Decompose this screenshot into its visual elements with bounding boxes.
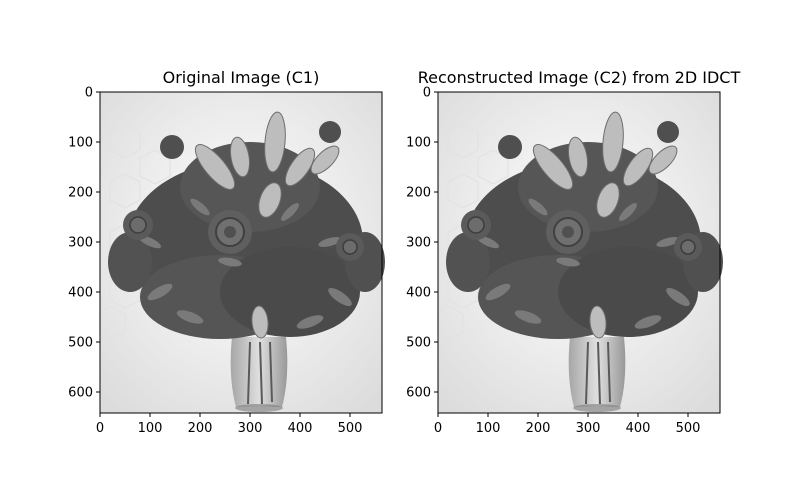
x-tick-label: 0	[96, 421, 104, 436]
left-image	[99, 91, 386, 414]
y-tick-label: 500	[68, 336, 93, 351]
x-tick-label: 400	[626, 421, 651, 436]
x-tick-label: 500	[676, 421, 701, 436]
left-axes-frame	[99, 91, 383, 414]
x-tick-label: 0	[434, 421, 442, 436]
x-tick-label: 200	[526, 421, 551, 436]
right-x-axis: 0 100 200 300 400 500	[434, 413, 701, 436]
y-tick-label: 0	[85, 86, 93, 101]
x-tick-label: 300	[238, 421, 263, 436]
y-tick-label: 600	[68, 386, 93, 401]
left-image-panel: Original Image (C1) 0 100 200 300 400 500 0 10…	[68, 68, 386, 436]
y-tick-label: 300	[68, 236, 93, 251]
y-tick-label: 300	[406, 236, 431, 251]
y-tick-label: 600	[406, 386, 431, 401]
right-image-panel: Reconstructed Image (C2) from 2D IDCT 0 1…	[406, 68, 740, 436]
right-panel-title: Reconstructed Image (C2) from 2D IDCT	[418, 68, 741, 87]
left-y-axis: 0 100 200 300 400 500 600	[68, 86, 100, 401]
y-tick-label: 400	[68, 286, 93, 301]
right-image	[437, 91, 724, 414]
y-tick-label: 500	[406, 336, 431, 351]
y-tick-label: 100	[68, 136, 93, 151]
y-tick-label: 400	[406, 286, 431, 301]
x-tick-label: 200	[188, 421, 213, 436]
left-x-axis: 0 100 200 300 400 500	[96, 413, 363, 436]
x-tick-label: 500	[338, 421, 363, 436]
y-tick-label: 0	[423, 86, 431, 101]
y-tick-label: 200	[68, 186, 93, 201]
y-tick-label: 100	[406, 136, 431, 151]
right-y-axis: 0 100 200 300 400 500 600	[406, 86, 438, 401]
right-axes-frame	[437, 91, 721, 414]
x-tick-label: 300	[576, 421, 601, 436]
x-tick-label: 100	[476, 421, 501, 436]
x-tick-label: 400	[288, 421, 313, 436]
y-tick-label: 200	[406, 186, 431, 201]
left-panel-title: Original Image (C1)	[163, 68, 320, 87]
x-tick-label: 100	[138, 421, 163, 436]
